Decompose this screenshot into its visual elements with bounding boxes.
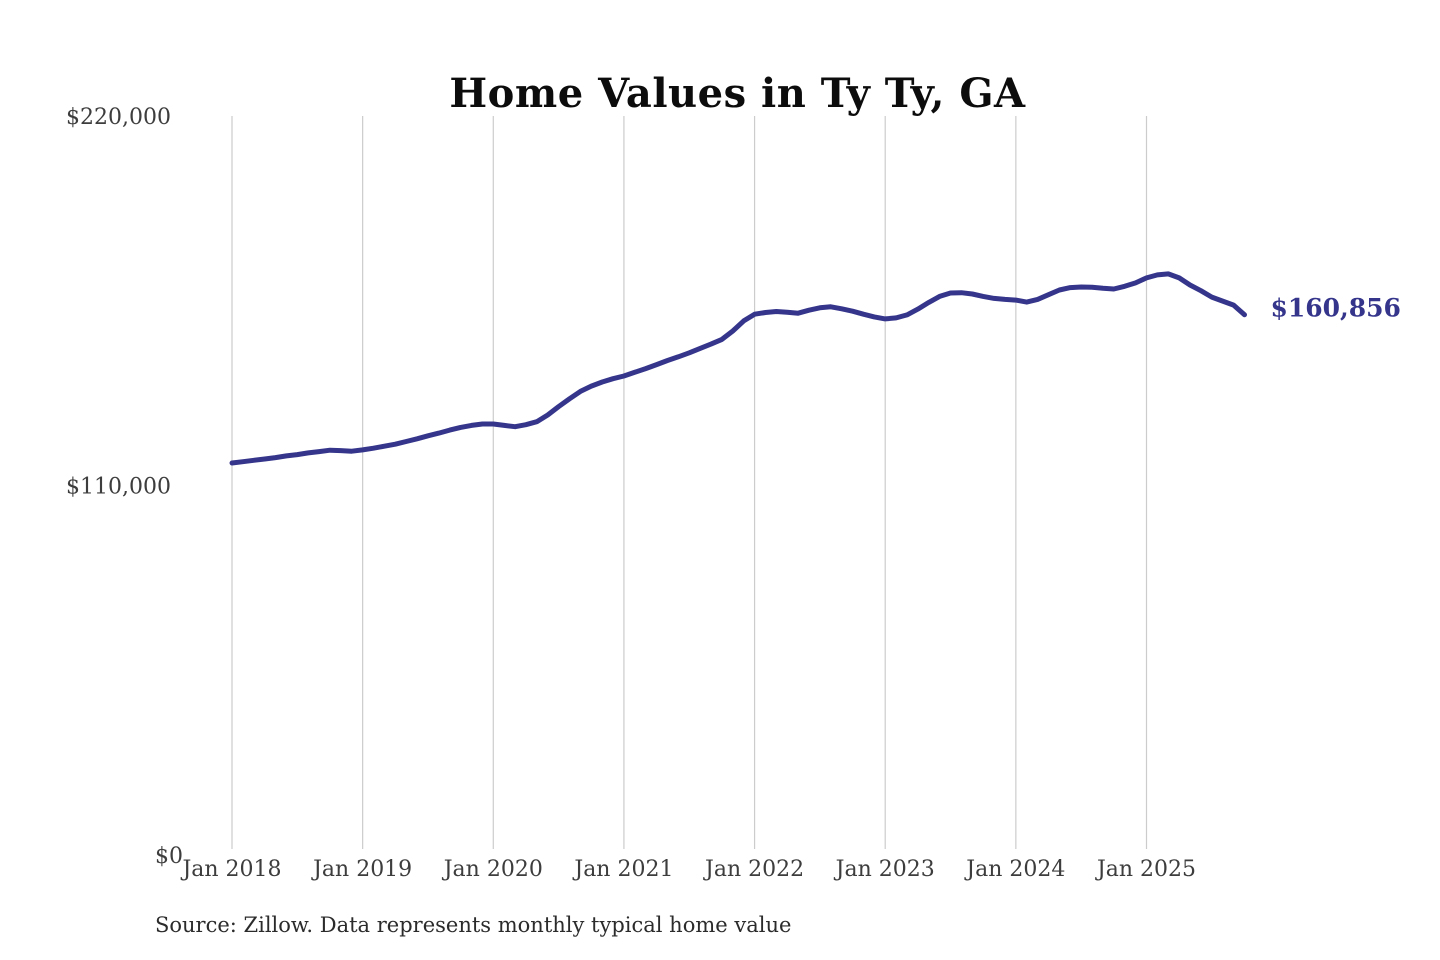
source-note: Source: Zillow. Data represents monthly … <box>155 913 792 937</box>
y-axis-tick-label: $110,000 <box>66 475 171 500</box>
x-axis-tick-label: Jan 2023 <box>834 857 935 882</box>
chart-title: Home Values in Ty Ty, GA <box>449 69 1026 117</box>
home-value-series-line <box>229 271 1247 466</box>
x-axis-tick-label: Jan 2019 <box>311 857 412 882</box>
y-axis-tick-label: $0 <box>155 844 183 869</box>
x-axis-tick-label: Jan 2025 <box>1095 857 1196 882</box>
x-axis-tick-label: Jan 2022 <box>703 857 804 882</box>
x-axis-tick-label: Jan 2020 <box>442 857 543 882</box>
current-value-label: $160,856 <box>1270 294 1400 323</box>
x-axis-tick-label: Jan 2021 <box>572 857 673 882</box>
y-axis-tick-label: $220,000 <box>66 105 171 130</box>
x-axis-tick-label: Jan 2018 <box>180 857 281 882</box>
x-axis-tick-label: Jan 2024 <box>964 857 1065 882</box>
